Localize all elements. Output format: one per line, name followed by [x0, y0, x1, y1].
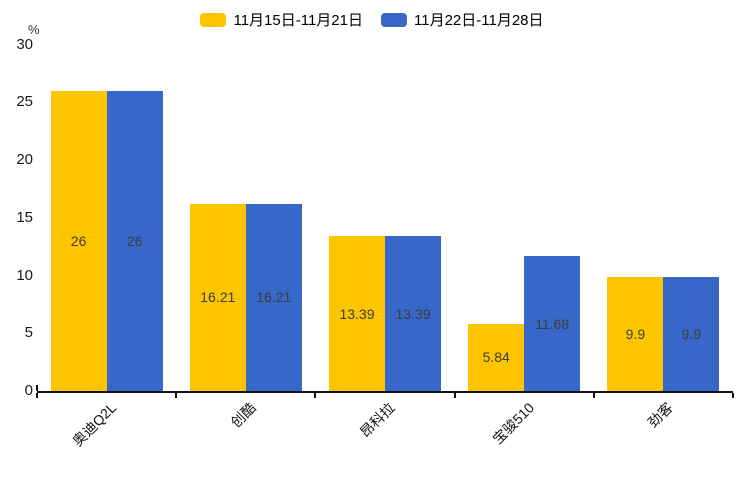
bar-group: 26 26: [37, 45, 176, 391]
x-axis-category-label: 奥迪Q2L: [69, 399, 120, 450]
bar-value-label: 26: [126, 232, 143, 249]
bar[interactable]: 9.9: [607, 276, 664, 391]
bar-value-label: 16.21: [200, 289, 236, 306]
legend-swatch-icon: [200, 12, 227, 27]
y-axis-origin-tick: [36, 385, 38, 391]
legend-label: 11月15日-11月21日: [233, 12, 363, 29]
bar[interactable]: 16.21: [189, 203, 246, 391]
bar[interactable]: 16.21: [245, 203, 302, 391]
bar-group: 5.84 11.68: [455, 45, 594, 391]
bar-value-label: 16.21: [256, 289, 292, 306]
y-axis-tick-label: 0: [24, 382, 33, 399]
x-axis-tick: [36, 393, 38, 398]
y-axis-tick-label: 10: [16, 266, 33, 284]
bar-value-label: 13.39: [395, 305, 431, 322]
bar-group: 16.21 16.21: [176, 45, 315, 391]
bar[interactable]: 26: [106, 90, 163, 391]
bar[interactable]: 13.39: [328, 236, 385, 391]
legend: 11月15日-11月21日 11月22日-11月28日: [0, 9, 744, 30]
x-axis-category-label: 劲客: [645, 399, 677, 431]
y-axis-tick-label: 5: [24, 324, 33, 342]
bar-value-label: 26: [70, 232, 87, 249]
y-axis-tick-label: 20: [16, 151, 33, 168]
bar-value-label: 13.39: [339, 305, 375, 322]
bar-group: 9.9 9.9: [594, 45, 733, 391]
x-axis-tick: [314, 393, 317, 398]
y-axis-tick-label: 15: [16, 208, 33, 226]
bar-value-label: 11.68: [535, 315, 570, 332]
bar-value-label: 5.84: [482, 349, 510, 366]
bar[interactable]: 13.39: [384, 236, 441, 391]
legend-item[interactable]: 11月22日-11月28日: [381, 9, 544, 30]
bar[interactable]: 9.9: [663, 276, 720, 391]
bar-group: 13.39 13.39: [315, 45, 454, 391]
x-axis-tick: [453, 393, 456, 398]
x-axis-category-label: 昂科拉: [356, 399, 398, 441]
legend-swatch-icon: [381, 12, 407, 27]
bar-value-label: 9.9: [681, 325, 702, 342]
x-axis-category-label: 宝骏510: [489, 399, 537, 448]
bar[interactable]: 26: [50, 90, 107, 391]
x-axis-tick: [175, 393, 178, 398]
legend-label: 11月22日-11月28日: [414, 12, 544, 29]
x-axis-tick: [732, 393, 734, 398]
x-axis-line: [37, 391, 733, 393]
y-axis-tick-label: 30: [16, 35, 33, 53]
x-axis-tick: [592, 393, 595, 398]
legend-item[interactable]: 11月15日-11月21日: [200, 9, 363, 30]
bar[interactable]: 5.84: [468, 323, 525, 391]
y-axis-tick-label: 25: [16, 93, 33, 111]
bar[interactable]: 11.68: [524, 256, 581, 391]
y-axis-unit-label: %: [28, 22, 40, 37]
bar-value-label: 9.9: [625, 325, 646, 342]
x-axis-category-label: 创酷: [227, 399, 259, 431]
